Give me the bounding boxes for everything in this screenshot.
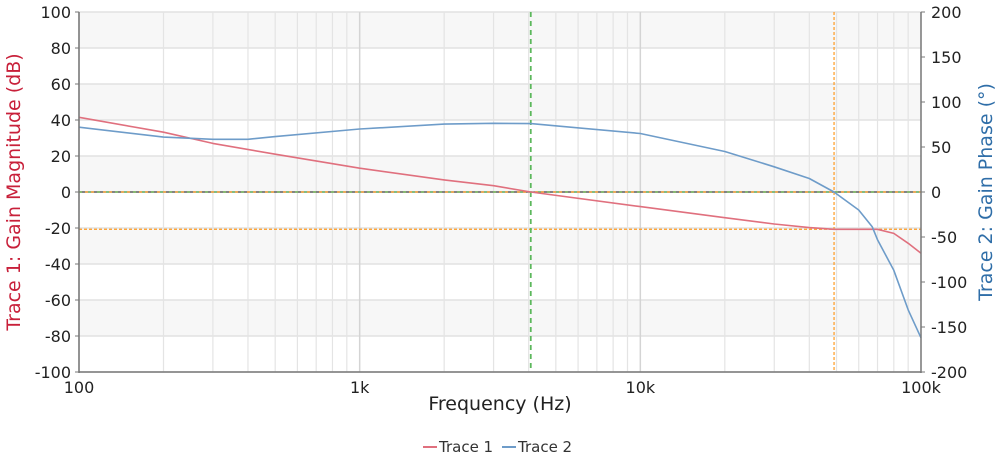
left-y-tick-label: 20 bbox=[51, 147, 71, 166]
right-y-tick-label: -200 bbox=[931, 363, 967, 382]
x-tick-label: 10k bbox=[626, 378, 656, 397]
background-band bbox=[79, 228, 921, 264]
left-y-tick-label: -20 bbox=[45, 219, 71, 238]
left-y-tick-label: 0 bbox=[61, 183, 71, 202]
right-axis-title: Trace 2: Gain Phase (°) bbox=[975, 83, 997, 302]
background-band bbox=[79, 12, 921, 48]
x-tick-label: 100k bbox=[901, 378, 942, 397]
left-y-tick-label: 80 bbox=[51, 39, 71, 58]
axes bbox=[75, 11, 925, 373]
legend-label-trace-1[interactable]: Trace 1 bbox=[438, 438, 493, 456]
right-y-tick-label: -100 bbox=[931, 273, 967, 292]
left-y-tick-label: -40 bbox=[45, 255, 71, 274]
left-y-tick-label: 60 bbox=[51, 75, 71, 94]
trace-2-line bbox=[78, 122, 922, 339]
left-y-tick-label: -80 bbox=[45, 327, 71, 346]
legend-label-trace-2[interactable]: Trace 2 bbox=[517, 438, 572, 456]
right-y-tick-label: -150 bbox=[931, 318, 967, 337]
right-y-tick-label: 150 bbox=[931, 48, 962, 67]
legend: Trace 1 Trace 2 bbox=[423, 438, 572, 456]
left-y-tick-label: 100 bbox=[40, 3, 71, 22]
right-y-tick-label: -50 bbox=[931, 228, 957, 247]
right-y-tick-label: 50 bbox=[931, 138, 951, 157]
right-y-tick-label: 200 bbox=[931, 3, 962, 22]
left-y-tick-label: 40 bbox=[51, 111, 71, 130]
x-tick-label: 100 bbox=[64, 378, 95, 397]
right-y-tick-label: 100 bbox=[931, 93, 962, 112]
right-y-tick-label: 0 bbox=[931, 183, 941, 202]
plot-background-bands bbox=[79, 12, 921, 336]
x-axis-title: Frequency (Hz) bbox=[428, 393, 571, 415]
left-y-tick-label: -100 bbox=[35, 363, 71, 382]
trace-1-line bbox=[78, 116, 922, 254]
x-tick-label: 1k bbox=[350, 378, 370, 397]
left-axis-title: Trace 1: Gain Magnitude (dB) bbox=[3, 53, 25, 331]
background-band bbox=[79, 84, 921, 120]
tick-labels: 100806040200-20-40-60-80-100200150100500… bbox=[35, 3, 968, 397]
traces bbox=[78, 116, 922, 339]
left-y-tick-label: -60 bbox=[45, 291, 71, 310]
background-band bbox=[79, 300, 921, 336]
